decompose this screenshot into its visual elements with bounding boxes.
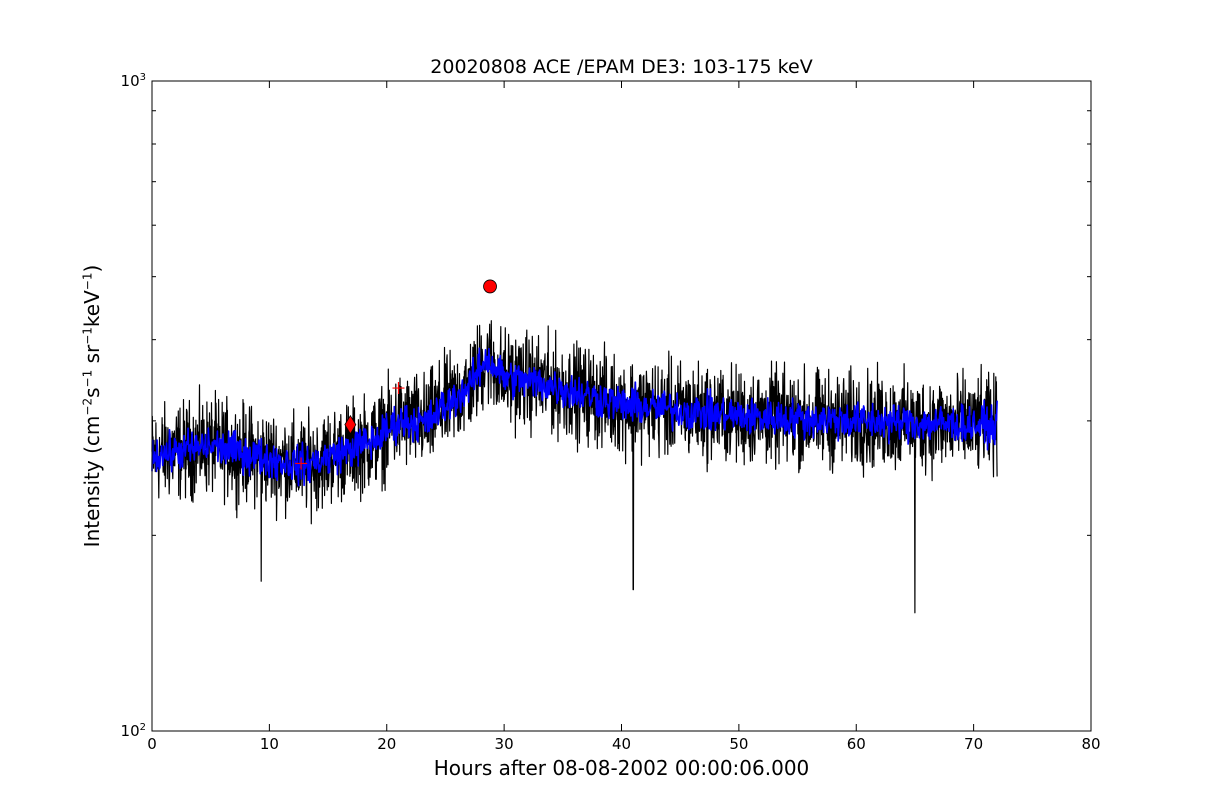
x-tick-label: 60 — [846, 735, 866, 753]
x-tick-label: 80 — [1081, 735, 1101, 753]
y-axis-label-s: s — [80, 387, 104, 398]
y-axis-label-kev: keV — [80, 290, 104, 328]
x-tick-label: 30 — [494, 735, 514, 753]
series-line-1 — [151, 347, 998, 487]
x-tick-label: 70 — [964, 735, 984, 753]
marker-circle — [483, 279, 497, 294]
y-tick-label: 102 — [100, 722, 146, 740]
y-tick-base: 10 — [120, 722, 140, 740]
marker-diamond — [344, 414, 357, 435]
y-axis-label-exp-cm: −2 — [80, 397, 95, 416]
x-tick-label: 20 — [377, 735, 397, 753]
y-axis-label-suffix: ) — [80, 264, 104, 273]
x-axis-label: Hours after 08-08-2002 00:00:06.000 — [433, 756, 810, 780]
marker-plus — [295, 457, 308, 470]
y-axis-label-exp-sr: −1 — [80, 327, 95, 345]
y-tick-exp: 2 — [139, 722, 146, 733]
y-tick-base: 10 — [120, 72, 140, 90]
y-axis-label-prefix: Intensity (cm — [80, 415, 104, 548]
x-tick-label: 50 — [729, 735, 749, 753]
y-axis-label-exp-kev: −1 — [80, 272, 95, 291]
y-tick-label: 103 — [100, 72, 146, 90]
marker-plus — [392, 382, 405, 395]
chart-title: 20020808 ACE /EPAM DE3: 103-175 keV — [430, 56, 813, 78]
y-axis-label-exp-s: −1 — [80, 369, 95, 388]
y-tick-exp: 3 — [139, 72, 146, 83]
y-axis-label: Intensity (cm−2s−1 sr−1keV−1) — [80, 265, 104, 548]
x-tick-label: 10 — [259, 735, 279, 753]
y-axis-label-sr: sr — [80, 344, 104, 364]
series-line-0 — [151, 320, 998, 614]
x-tick-label: 40 — [611, 735, 632, 753]
x-tick-label: 0 — [147, 735, 157, 753]
